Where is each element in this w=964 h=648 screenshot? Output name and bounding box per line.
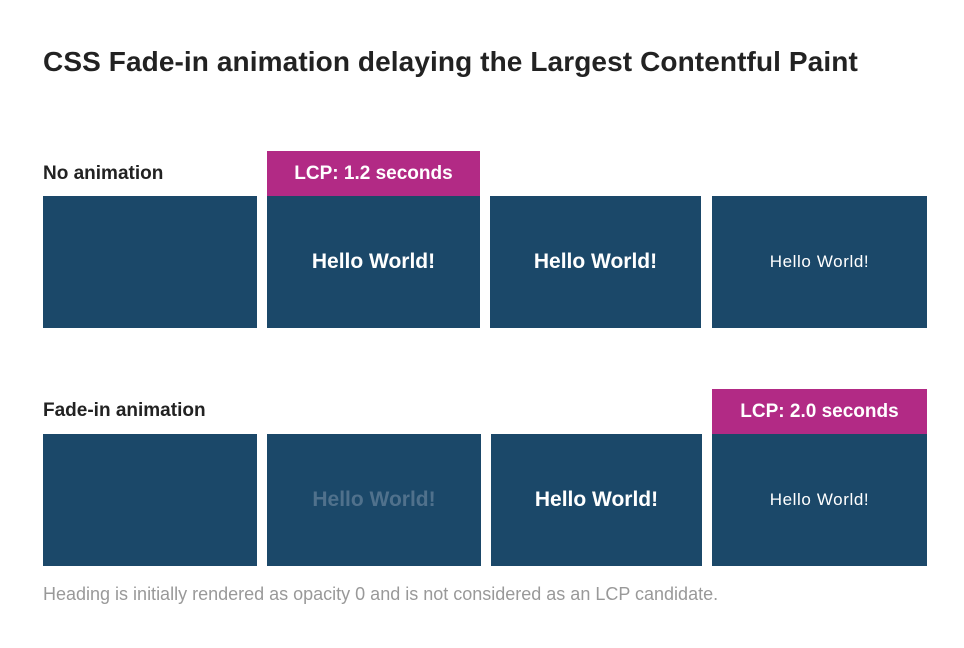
row-label-fade-in-animation: Fade-in animation xyxy=(43,400,206,421)
frame-fade-in-1 xyxy=(43,434,257,566)
row-label-no-animation: No animation xyxy=(43,163,164,184)
frame-no-animation-2: Hello World! xyxy=(267,196,480,328)
diagram-title: CSS Fade-in animation delaying the Large… xyxy=(43,46,858,77)
lcp-badge-no-animation: LCP: 1.2 seconds xyxy=(267,151,480,196)
footnote: Heading is initially rendered as opacity… xyxy=(43,584,719,604)
frame-fade-in-2: Hello World! xyxy=(267,434,481,566)
frame-no-animation-4: Hello World! xyxy=(712,196,927,328)
frame-no-animation-1 xyxy=(43,196,257,328)
frame-text-faded: Hello World! xyxy=(312,488,436,511)
frame-no-animation-3: Hello World! xyxy=(490,196,701,328)
frame-text: Hello World! xyxy=(533,250,658,273)
frame-fade-in-3: Hello World! xyxy=(491,434,702,566)
lcp-badge-fade-in-animation: LCP: 2.0 seconds xyxy=(712,389,927,434)
frame-text: Hello World! xyxy=(311,250,436,273)
frame-text: Hello World! xyxy=(769,252,870,271)
frame-fade-in-4: Hello World! xyxy=(712,434,927,566)
frame-text: Hello World! xyxy=(769,490,870,509)
frame-text: Hello World! xyxy=(534,488,659,511)
